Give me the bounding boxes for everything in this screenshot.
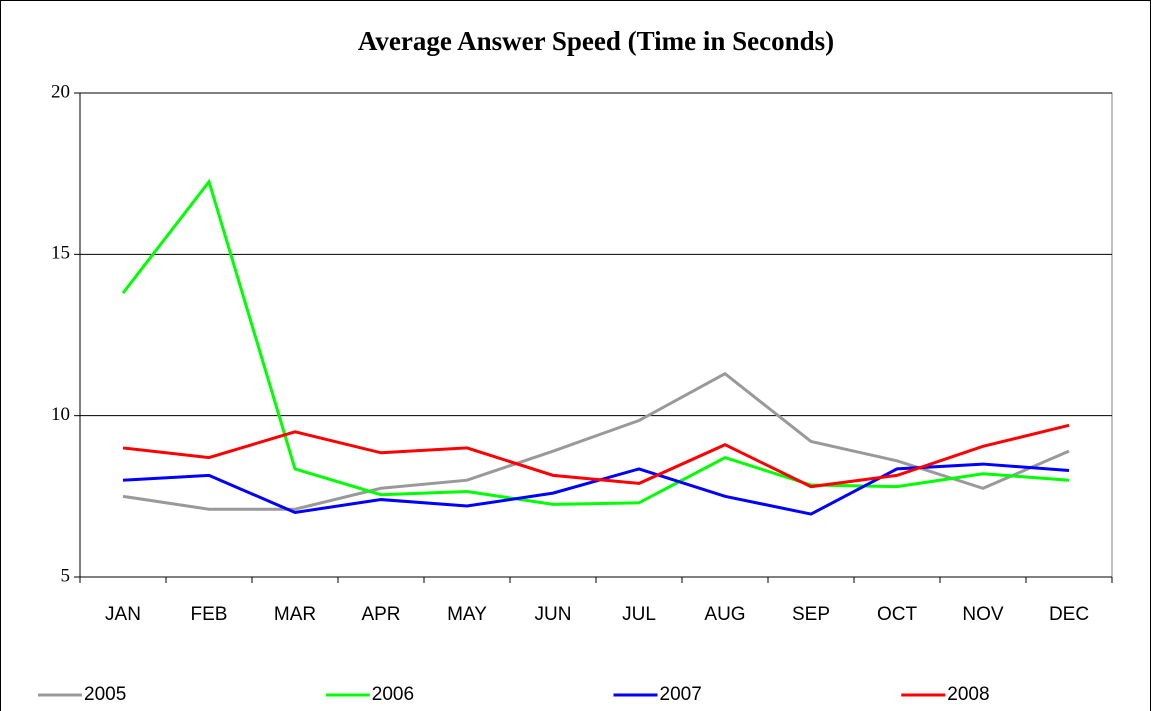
- chart-title: Average Answer Speed (Time in Seconds): [358, 26, 834, 56]
- y-tick-label: 15: [51, 243, 70, 264]
- y-tick-label: 10: [51, 404, 70, 425]
- series-line: [122, 462, 1070, 516]
- x-tick-label: NOV: [962, 604, 1004, 625]
- x-tick-label: JUN: [535, 604, 572, 625]
- legend-label: 2006: [372, 684, 414, 705]
- x-tick-label: MAY: [447, 604, 487, 625]
- legend-label: 2008: [947, 684, 989, 705]
- y-tick-label: 20: [51, 81, 70, 102]
- x-tick-label: AUG: [704, 604, 745, 625]
- x-tick-label: JAN: [105, 604, 141, 625]
- x-tick-label: DEC: [1049, 604, 1089, 625]
- x-tick-label: FEB: [191, 604, 228, 625]
- legend-label: 2005: [84, 684, 126, 705]
- series-line: [122, 423, 1070, 489]
- y-tick-label: 5: [61, 565, 71, 586]
- x-tick-label: OCT: [877, 604, 918, 625]
- series-line: [122, 371, 1070, 511]
- x-tick-label: SEP: [792, 604, 830, 625]
- plot-area: [79, 92, 1113, 578]
- legend-label: 2007: [660, 684, 702, 705]
- x-tick-label: JUL: [622, 604, 656, 625]
- x-tick-label: APR: [361, 604, 400, 625]
- x-tick-label: MAR: [274, 604, 316, 625]
- series-line: [121, 178, 1070, 506]
